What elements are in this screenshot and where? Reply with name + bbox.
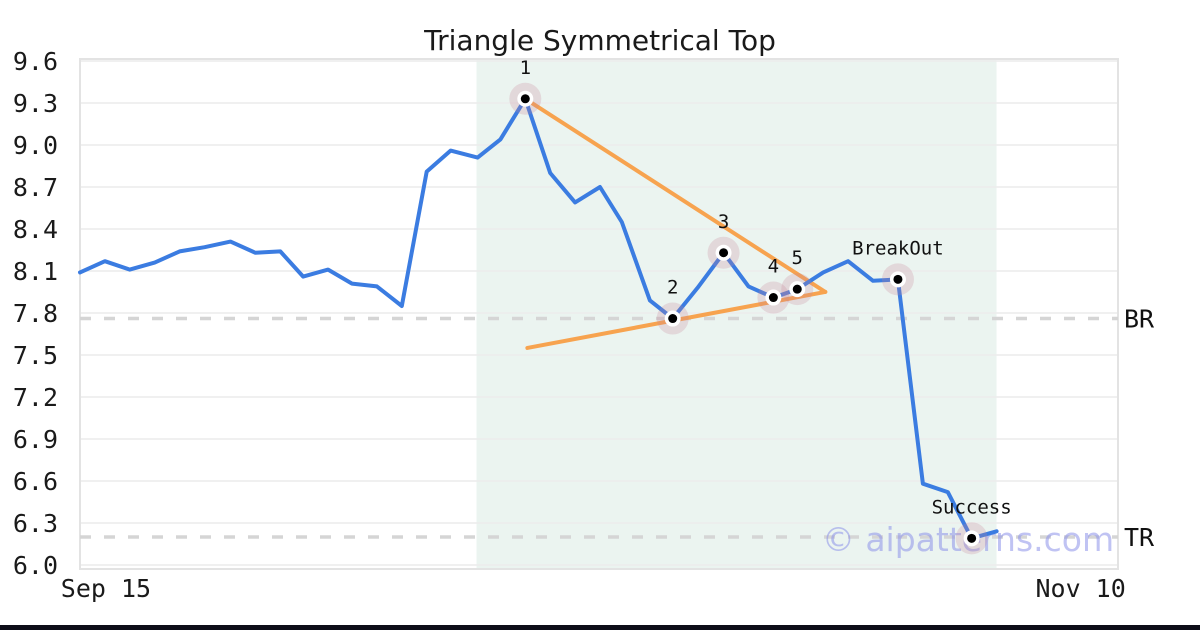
y-tick-label: 6.3: [13, 509, 58, 538]
y-tick-label: 7.8: [13, 299, 58, 328]
y-tick-label: 6.6: [13, 467, 58, 496]
y-tick-label: 7.5: [13, 341, 58, 370]
marker-dot: [668, 314, 678, 324]
level-label-br: BR: [1124, 305, 1155, 334]
y-tick-label: 9.6: [13, 47, 58, 76]
annotation-label-1: 1: [520, 57, 531, 79]
y-tick-label: 9.0: [13, 131, 58, 160]
y-tick-label: 6.9: [13, 425, 58, 454]
marker-dot: [967, 533, 977, 543]
annotation-label-3: 3: [718, 211, 729, 233]
y-tick-label: 8.7: [13, 173, 58, 202]
plot-border: [79, 58, 1119, 570]
y-tick-label: 6.0: [13, 551, 58, 580]
annotation-label-4: 4: [768, 256, 779, 278]
x-tick-label: Nov 10: [1035, 574, 1125, 603]
annotation-label-success: Success: [932, 496, 1012, 518]
level-label-tr: TR: [1124, 523, 1155, 552]
price-line: [78, 96, 999, 541]
y-tick-label: 9.3: [13, 89, 58, 118]
upper-triangle-line: [523, 96, 828, 294]
marker-dot: [768, 293, 778, 303]
chart-title: Triangle Symmetrical Top: [424, 24, 776, 57]
y-tick-label: 8.1: [13, 257, 58, 286]
y-tick-label: 8.4: [13, 215, 58, 244]
annotation-label-breakout: BreakOut: [852, 237, 944, 259]
marker-dot: [792, 284, 802, 294]
bottom-accent-bar: [0, 625, 1200, 630]
marker-dot: [719, 248, 729, 258]
marker-dot: [520, 94, 530, 104]
annotation-label-5: 5: [792, 247, 803, 269]
x-tick-label: Sep 15: [61, 574, 151, 603]
annotation-label-2: 2: [667, 277, 678, 299]
marker-dot: [893, 274, 903, 284]
pattern-zone: [476, 59, 997, 569]
y-tick-label: 7.2: [13, 383, 58, 412]
